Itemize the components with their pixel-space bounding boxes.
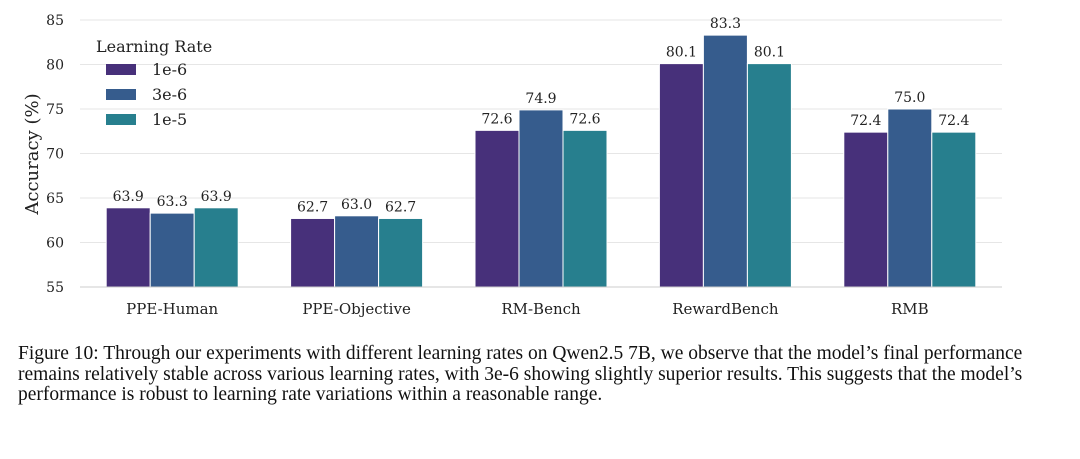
bar-3e-6-PPE-Human <box>149 212 195 288</box>
y-tick-label: 65 <box>46 191 64 207</box>
legend-swatch <box>106 89 136 100</box>
bar-value-label: 80.1 <box>666 45 697 61</box>
bar-chart: 63.9 63.3 63.9 62.7 63.0 62.7 72.6 74.9 72.6 80.1… <box>22 13 1002 318</box>
bar-value-label: 74.9 <box>525 91 556 107</box>
bar-value-label: 63.9 <box>201 189 232 205</box>
bar-value-label: 72.4 <box>938 113 969 129</box>
bar-1e-5-PPE-Objective <box>378 217 424 288</box>
bar-value-label: 75.0 <box>894 90 925 106</box>
bar-3e-6-RMB <box>887 108 933 288</box>
y-tick-label: 85 <box>46 13 64 29</box>
y-tick-label: 60 <box>46 236 64 252</box>
legend-label: 1e-5 <box>152 110 187 129</box>
bar-3e-6-RewardBench <box>702 34 748 288</box>
legend-swatch <box>106 114 136 125</box>
bar-value-label: 72.6 <box>569 111 600 127</box>
legend-swatch <box>106 64 136 75</box>
bar-3e-6-PPE-Objective <box>334 215 380 288</box>
bar-1e-5-PPE-Human <box>193 207 239 288</box>
y-tick-label: 70 <box>46 147 64 163</box>
y-tick-label: 75 <box>46 102 64 118</box>
figure-caption: Figure 10: Through our experiments with … <box>18 343 1023 405</box>
bar-3e-6-RM-Bench <box>518 109 564 288</box>
bar-1e-5-RewardBench <box>746 63 792 288</box>
x-tick-label: PPE-Human <box>126 300 218 318</box>
y-axis-label: Accuracy (%) <box>22 93 43 215</box>
bar-1e-6-RewardBench <box>658 63 704 288</box>
bar-value-label: 62.7 <box>297 199 328 215</box>
bar-value-label: 80.1 <box>754 45 785 61</box>
bar-1e-6-PPE-Objective <box>290 217 336 288</box>
x-tick-label: RewardBench <box>672 300 779 318</box>
bar-value-label: 63.9 <box>113 189 144 205</box>
bars <box>105 34 977 288</box>
bar-1e-5-RMB <box>931 131 977 288</box>
bar-value-label: 72.4 <box>850 113 881 129</box>
legend-title: Learning Rate <box>96 37 212 56</box>
legend-label: 1e-6 <box>152 60 187 79</box>
bar-1e-6-PPE-Human <box>105 207 151 288</box>
bar-value-label: 83.3 <box>710 16 741 32</box>
legend-label: 3e-6 <box>152 85 187 104</box>
bar-value-labels: 63.9 63.3 63.9 62.7 63.0 62.7 72.6 74.9 72.6 80.1… <box>113 16 970 215</box>
bar-value-label: 62.7 <box>385 199 416 215</box>
x-tick-label: RMB <box>891 300 929 318</box>
y-tick-label: 55 <box>46 280 64 296</box>
x-tick-label: RM-Bench <box>501 300 581 318</box>
x-axis-ticks: PPE-Human PPE-Objective RM-Bench RewardBenc… <box>126 300 928 318</box>
legend: Learning Rate 1e-6 3e-6 1e-5 <box>96 37 212 129</box>
x-tick-label: PPE-Objective <box>302 300 411 318</box>
bar-1e-6-RM-Bench <box>474 129 520 288</box>
y-axis-ticks: 55 60 65 70 75 80 85 <box>46 13 64 296</box>
bar-1e-5-RM-Bench <box>562 129 608 288</box>
y-tick-label: 80 <box>46 58 64 74</box>
bar-value-label: 63.3 <box>157 194 188 210</box>
bar-1e-6-RMB <box>843 131 889 288</box>
bar-value-label: 63.0 <box>341 197 372 213</box>
bar-value-label: 72.6 <box>481 111 512 127</box>
